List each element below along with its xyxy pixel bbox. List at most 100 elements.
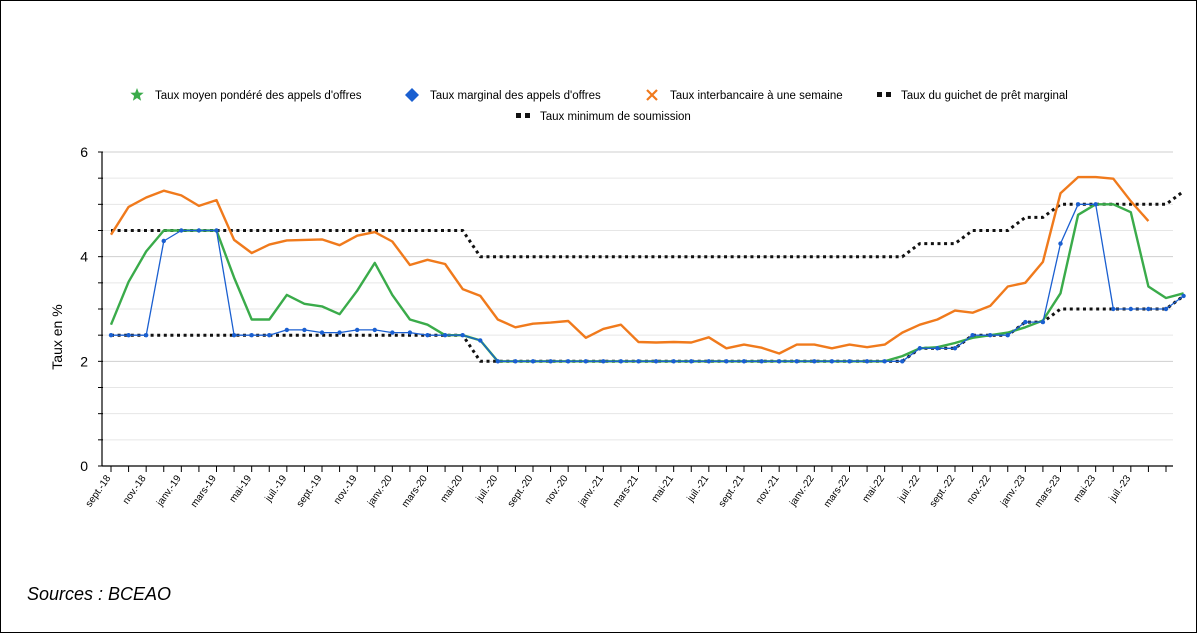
marginal-point xyxy=(161,238,166,244)
marginal-point xyxy=(812,359,817,364)
x-tick-label: sept.-19 xyxy=(295,473,325,509)
marginal-point xyxy=(1111,306,1116,312)
y-axis-label: Taux en % xyxy=(49,304,65,369)
x-tick-label: janv.-22 xyxy=(787,473,817,509)
series-group xyxy=(108,175,1186,364)
marginal-point xyxy=(267,332,272,338)
marginal-point xyxy=(214,228,219,233)
dot-icon xyxy=(516,113,521,118)
marginal-point xyxy=(653,359,659,364)
marginal-point xyxy=(407,330,413,335)
marginal-point xyxy=(987,332,993,338)
x-tick-label: janv.-20 xyxy=(365,473,395,509)
marginal-point xyxy=(354,327,360,333)
legend-item-guichet: Taux du guichet de prêt marginal xyxy=(877,90,1068,102)
x-tick-label: mars-21 xyxy=(611,473,641,510)
x-tick-label: mars-23 xyxy=(1033,473,1063,510)
legend-item-moyen: Taux moyen pondéré des appels d'offres xyxy=(130,88,362,102)
marginal-point xyxy=(935,346,940,351)
star-icon xyxy=(130,88,144,101)
marginal-point xyxy=(1128,306,1134,312)
marginal-point xyxy=(671,359,676,364)
marginal-point xyxy=(1093,202,1098,207)
marginal-point xyxy=(882,359,887,364)
marginal-point xyxy=(460,332,465,338)
marginal-point xyxy=(478,338,483,343)
x-tick-label: nov.-21 xyxy=(754,473,782,506)
source-note: Sources : BCEAO xyxy=(27,584,172,604)
marginal-point xyxy=(530,359,536,364)
marginal-point xyxy=(900,359,905,364)
x-tick-label: juil.-23 xyxy=(1107,473,1134,505)
legend-label: Taux interbancaire à une semaine xyxy=(670,90,843,102)
legend-label: Taux minimum de soumission xyxy=(540,111,691,123)
marginal-point xyxy=(565,359,571,364)
marginal-point xyxy=(706,359,712,364)
marginal-point xyxy=(601,359,606,364)
x-tick-label: sept.-18 xyxy=(84,473,114,509)
grid xyxy=(102,151,1173,467)
marginal-point xyxy=(759,359,764,364)
x-tick-label: mai-21 xyxy=(650,473,677,505)
marginal-point xyxy=(302,327,307,333)
marginal-point xyxy=(1075,202,1081,207)
x-tick-label: janv.-23 xyxy=(998,473,1028,509)
diamond-icon xyxy=(405,88,419,102)
marginal-point xyxy=(636,359,641,364)
marginal-point xyxy=(724,359,729,364)
x-tick-label: juil.-21 xyxy=(685,473,712,505)
marginal-point xyxy=(829,359,835,364)
marginal-point xyxy=(390,330,395,335)
marginal-point xyxy=(319,330,325,335)
marginal-point xyxy=(196,228,202,233)
legend-label: Taux moyen pondéré des appels d'offres xyxy=(155,90,362,102)
marginal-point xyxy=(847,359,852,364)
legend-label: Taux du guichet de prêt marginal xyxy=(901,90,1068,102)
legend-item-marginal: Taux marginal des appels d'offres xyxy=(405,88,601,102)
x-tick-label: juil.-20 xyxy=(474,473,501,505)
axes: 0 2 4 6 sept.-18 nov.-18 janv.-19 mars-19 mai-19… xyxy=(80,144,1173,510)
marginal-point xyxy=(179,228,184,233)
marginal-point xyxy=(689,359,694,364)
marginal-point xyxy=(108,332,114,338)
marginal-point xyxy=(1058,241,1063,246)
x-tick-label: juil.-22 xyxy=(896,473,923,505)
legend-label: Taux marginal des appels d'offres xyxy=(430,90,601,102)
legend-item-interbancaire: Taux interbancaire à une semaine xyxy=(646,89,843,102)
series-line-marginal xyxy=(111,203,1184,362)
marginal-point xyxy=(1181,293,1186,299)
x-tick-label: nov.-19 xyxy=(332,473,360,506)
x-tick-label: mars-22 xyxy=(822,473,852,510)
x-tick-label: sept.-21 xyxy=(717,473,747,509)
marginal-point xyxy=(794,359,799,364)
series-line-guichet xyxy=(111,190,1185,259)
y-tick-label: 0 xyxy=(80,458,88,474)
marginal-point xyxy=(442,332,448,338)
marginal-point xyxy=(970,332,975,338)
marginal-point xyxy=(372,327,377,333)
x-tick-label: mai-20 xyxy=(439,473,466,505)
marginal-point xyxy=(1040,319,1046,325)
x-icon xyxy=(646,89,658,101)
marginal-point xyxy=(741,359,747,364)
x-tick-label: janv.-19 xyxy=(154,473,184,509)
y-tick-label: 6 xyxy=(80,144,88,160)
x-tick-label: mars-20 xyxy=(400,473,430,510)
marginal-point xyxy=(143,332,149,338)
x-tick-label: janv.-21 xyxy=(576,473,606,509)
x-tick-label: mai-23 xyxy=(1072,473,1099,505)
series-line-interbancaire xyxy=(109,175,1150,355)
marginal-point xyxy=(513,359,518,364)
marginal-point xyxy=(1146,306,1151,312)
marginal-point xyxy=(952,346,958,351)
y-tick-label: 4 xyxy=(80,249,88,265)
marginal-point xyxy=(864,359,870,364)
marginal-point xyxy=(495,359,501,364)
x-tick-label: nov.-18 xyxy=(121,473,149,506)
x-tick-label: mars-19 xyxy=(189,473,219,510)
dot-icon xyxy=(877,92,882,97)
dot-icon xyxy=(525,113,530,118)
dot-icon xyxy=(886,92,891,97)
